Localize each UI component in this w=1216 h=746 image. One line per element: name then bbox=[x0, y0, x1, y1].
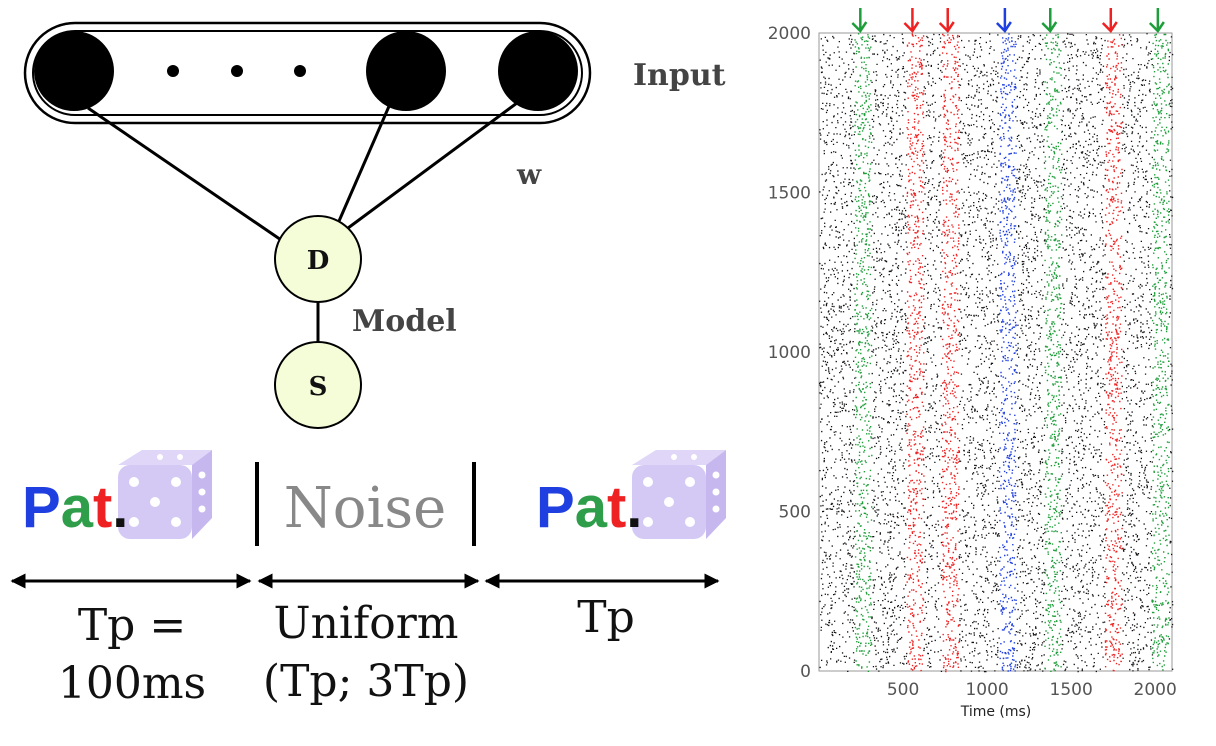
interval-1-line1: Tp = bbox=[78, 600, 186, 651]
pattern-letter: t bbox=[93, 475, 112, 540]
interval-2-line2: (Tp; 3Tp) bbox=[263, 656, 469, 707]
interval-1-line2: 100ms bbox=[58, 658, 206, 709]
pattern-letter: . bbox=[112, 475, 128, 540]
pattern-spike-band bbox=[906, 33, 925, 672]
y-axis-ticks: 0 500 1000 1500 2000 bbox=[768, 24, 811, 682]
weight-connection-1 bbox=[87, 106, 288, 246]
pattern-letter: a bbox=[61, 475, 94, 540]
node-s-label: S bbox=[309, 372, 328, 402]
pattern-spikes bbox=[854, 33, 1170, 673]
y-tick-label: 1500 bbox=[768, 184, 811, 204]
soma-node bbox=[274, 341, 362, 429]
dendrite-node bbox=[274, 215, 362, 303]
pattern-letter: t bbox=[607, 475, 626, 540]
pattern-letter: P bbox=[22, 475, 61, 540]
y-tick-label: 500 bbox=[779, 503, 811, 523]
ellipsis-dot bbox=[231, 65, 243, 77]
y-tick-label: 1000 bbox=[768, 343, 811, 363]
pattern-letter: a bbox=[575, 475, 608, 540]
input-layer-inner-capsule bbox=[32, 30, 583, 116]
ellipsis-dot bbox=[167, 65, 179, 77]
network-diagram: D S Input w Model bbox=[23, 21, 726, 429]
weight-connection-2 bbox=[334, 103, 392, 229]
model-label: Model bbox=[352, 304, 457, 339]
pattern-arrow bbox=[903, 8, 920, 33]
pattern-spike-band bbox=[1151, 33, 1170, 671]
weight-connection-3 bbox=[343, 98, 522, 233]
x-tick-label: 1000 bbox=[965, 680, 1008, 700]
x-axis-ticks: 500 1000 1500 2000 bbox=[887, 680, 1177, 700]
x-axis-title: Time (ms) bbox=[960, 704, 1032, 720]
input-neuron-3 bbox=[498, 31, 578, 111]
pattern-spike-band bbox=[941, 33, 960, 673]
y-tick-label: 2000 bbox=[768, 24, 811, 44]
sequence-schematic: Pat. Noise Pat. Tp = 100ms Uniform bbox=[10, 450, 726, 709]
noise-label: Noise bbox=[284, 476, 447, 541]
pattern-arrows bbox=[851, 8, 1165, 33]
spike-raster-chart: 0 500 1000 1500 2000 500 1000 1500 2000 Time (m… bbox=[768, 8, 1177, 720]
pattern-label: Pat. bbox=[22, 475, 128, 540]
pattern-label: Pat. bbox=[536, 475, 642, 540]
pattern-spike-band bbox=[1044, 33, 1063, 672]
x-tick-label: 2000 bbox=[1134, 680, 1177, 700]
pattern-arrow bbox=[1101, 8, 1118, 33]
interval-3-line1: Tp bbox=[577, 592, 635, 643]
pattern-letter: P bbox=[536, 475, 575, 540]
dice-icon bbox=[118, 450, 212, 539]
ellipsis-dot bbox=[294, 65, 306, 77]
interval-2-line1: Uniform bbox=[273, 598, 458, 649]
dice-icon bbox=[632, 450, 726, 539]
pattern-arrow bbox=[938, 8, 955, 33]
weight-label: w bbox=[516, 158, 542, 191]
input-neuron-1 bbox=[34, 31, 114, 111]
pattern-arrow bbox=[1041, 8, 1058, 33]
x-tick-label: 1500 bbox=[1050, 680, 1093, 700]
input-layer-capsule bbox=[23, 21, 592, 125]
input-label: Input bbox=[633, 58, 726, 93]
input-neuron-2 bbox=[366, 31, 446, 111]
pattern-arrow bbox=[851, 8, 868, 33]
x-tick-label: 500 bbox=[887, 680, 919, 700]
y-tick-label: 0 bbox=[800, 662, 811, 682]
pattern-letter: . bbox=[626, 475, 642, 540]
pattern-arrow bbox=[1148, 8, 1165, 33]
pattern-spike-band bbox=[1104, 34, 1123, 672]
pattern-arrow bbox=[995, 8, 1012, 33]
node-d-label: D bbox=[307, 246, 330, 276]
